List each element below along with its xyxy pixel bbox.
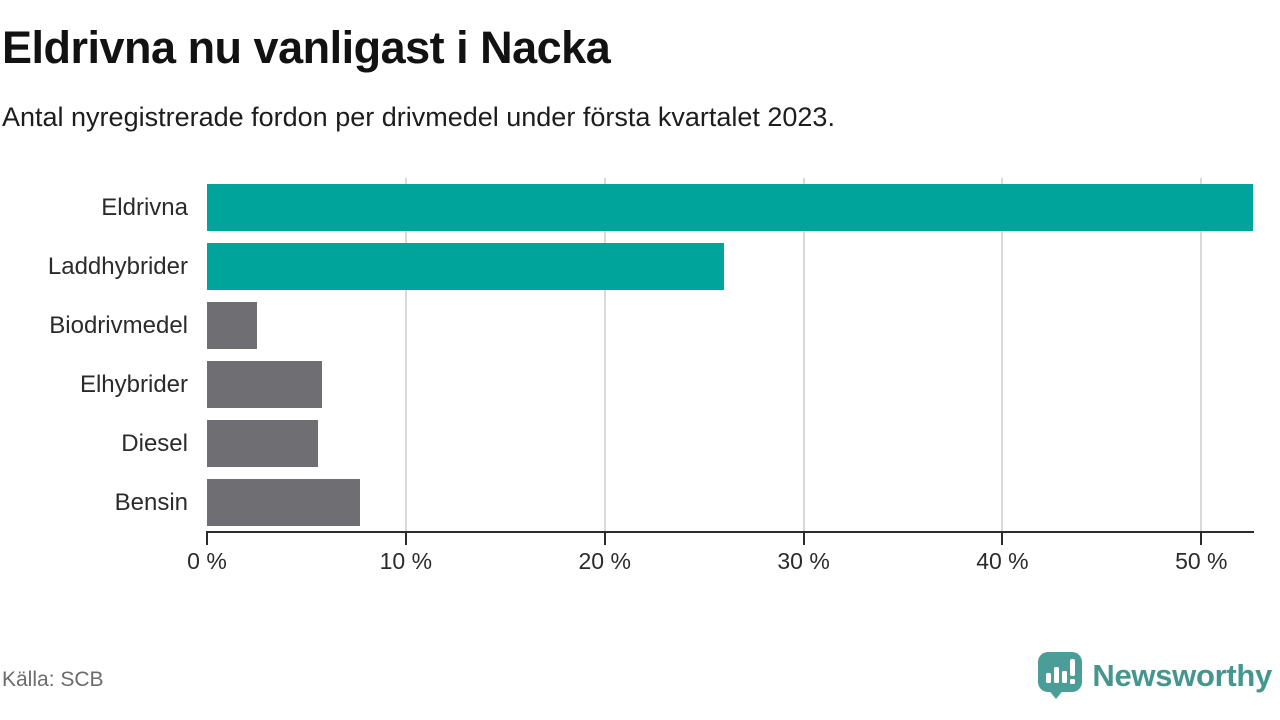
- logo-bar-icon: [1062, 671, 1068, 683]
- x-tick-20: [603, 533, 606, 545]
- logo-bar-icon: [1046, 673, 1052, 683]
- x-tick-label-50: 50 %: [1175, 548, 1228, 574]
- category-label-laddhybrider: Laddhybrider: [47, 253, 188, 280]
- logo-exclamation-icon: [1070, 659, 1076, 676]
- source-label: Källa: SCB: [2, 668, 104, 691]
- gridline-20: [603, 178, 606, 532]
- bar-laddhybrider: [207, 243, 725, 290]
- category-label-bensin: Bensin: [114, 489, 188, 516]
- bar-row-diesel: [207, 414, 1253, 473]
- bar-bensin: [207, 479, 361, 526]
- gridline-50: [1200, 178, 1203, 532]
- x-tick-40: [1001, 533, 1004, 545]
- x-tick-50: [1200, 533, 1203, 545]
- x-tick-label-10: 10 %: [379, 548, 433, 574]
- bar-rows: [207, 178, 1253, 532]
- bar-eldrivna: [207, 184, 1253, 231]
- category-label-elhybrider: Elhybrider: [79, 371, 188, 398]
- newsworthy-logo: Newsworthy: [1038, 650, 1272, 702]
- bar-elhybrider: [207, 361, 323, 408]
- newsworthy-chart-bubble-icon: [1038, 650, 1083, 702]
- x-tick-0: [206, 533, 208, 545]
- bar-chart: Eldrivna Laddhybrider Biodrivmedel Elhybrid…: [47, 178, 1254, 574]
- gridline-40: [1001, 178, 1004, 532]
- x-tick-label-40: 40 %: [976, 548, 1029, 574]
- x-tick-30: [802, 533, 805, 545]
- logo-exclamation-dot: [1070, 679, 1076, 684]
- chart-subtitle: Antal nyregistrerade fordon per drivmede…: [2, 102, 835, 132]
- x-tick-label-0: 0 %: [187, 548, 227, 574]
- bar-row-bensin: [207, 473, 1253, 532]
- gridline-10: [404, 178, 407, 532]
- category-label-biodrivmedel: Biodrivmedel: [49, 312, 188, 339]
- chart-title: Eldrivna nu vanligast i Nacka: [2, 22, 611, 73]
- bar-row-eldrivna: [207, 178, 1253, 237]
- logo-bubble-shape: [1038, 652, 1083, 692]
- x-axis-line: [206, 531, 1254, 533]
- logo-bubble-tail: [1047, 688, 1066, 699]
- x-tick-10: [404, 533, 407, 545]
- bar-row-elhybrider: [207, 355, 1253, 414]
- newsworthy-wordmark: Newsworthy: [1092, 658, 1272, 693]
- bar-row-biodrivmedel: [207, 296, 1253, 355]
- plot-area: [207, 178, 1253, 532]
- category-label-diesel: Diesel: [121, 430, 188, 457]
- bar-diesel: [207, 420, 319, 467]
- x-tick-label-30: 30 %: [777, 548, 830, 574]
- gridline-30: [802, 178, 805, 532]
- x-tick-label-20: 20 %: [578, 548, 631, 574]
- bar-biodrivmedel: [207, 302, 257, 349]
- category-label-eldrivna: Eldrivna: [101, 194, 188, 221]
- logo-bar-icon: [1054, 667, 1060, 683]
- bar-row-laddhybrider: [207, 237, 1253, 296]
